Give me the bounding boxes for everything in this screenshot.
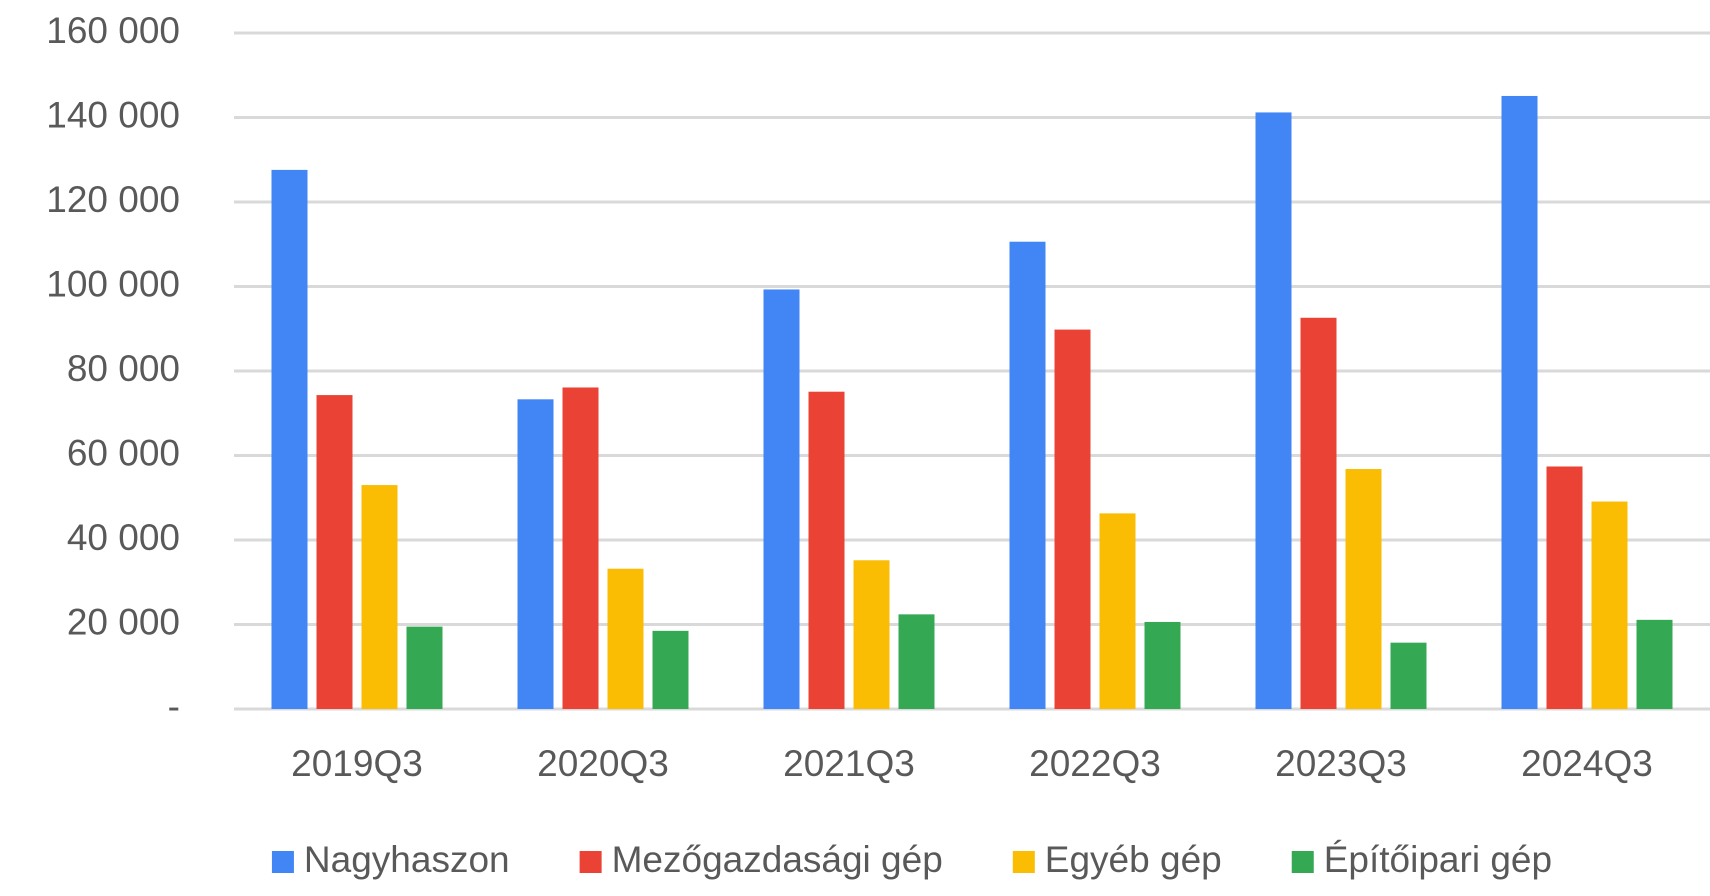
bar [1009,241,1046,709]
bar [763,289,800,709]
bar [808,391,845,709]
bar [517,399,554,709]
legend-swatch [579,851,602,873]
bar [1255,112,1292,710]
x-tick-label: 2022Q3 [1029,743,1161,784]
x-tick-label: 2019Q3 [291,743,423,784]
bar [1099,513,1136,709]
bar [1144,621,1181,709]
x-tick-label: 2021Q3 [783,743,915,784]
y-tick-label: 120 000 [46,179,180,220]
bar [652,630,689,709]
y-tick-label: 20 000 [67,601,180,642]
bar [271,169,308,709]
legend-label: Építőipari gép [1324,839,1552,880]
x-tick-label: 2023Q3 [1275,743,1407,784]
y-tick-label: 160 000 [46,10,180,51]
legend-swatch [1012,851,1035,873]
bar [316,395,353,709]
bar [853,560,890,709]
x-tick-label: 2020Q3 [537,743,669,784]
legend-label: Nagyhaszon [304,839,510,880]
bar [1345,469,1382,709]
y-tick-label: 100 000 [46,263,180,304]
bar [1591,501,1628,709]
bar [1501,95,1538,709]
bar [562,387,599,709]
y-tick-label: 60 000 [67,432,180,473]
y-tick-label: - [168,686,180,727]
bar [1546,466,1583,709]
bar [1390,642,1427,709]
bar [361,485,398,709]
bar [898,614,935,709]
bar [1054,329,1091,709]
bar [607,568,644,709]
legend-label: Mezőgazdasági gép [612,839,943,880]
bar [406,626,443,709]
y-tick-label: 40 000 [67,517,180,558]
bar [1636,619,1673,709]
legend-swatch [1291,851,1314,873]
bar [1300,317,1337,709]
legend-swatch [271,851,294,873]
y-tick-label: 140 000 [46,94,180,135]
legend-label: Egyéb gép [1045,839,1222,880]
x-tick-label: 2024Q3 [1521,743,1653,784]
y-tick-label: 80 000 [67,348,180,389]
